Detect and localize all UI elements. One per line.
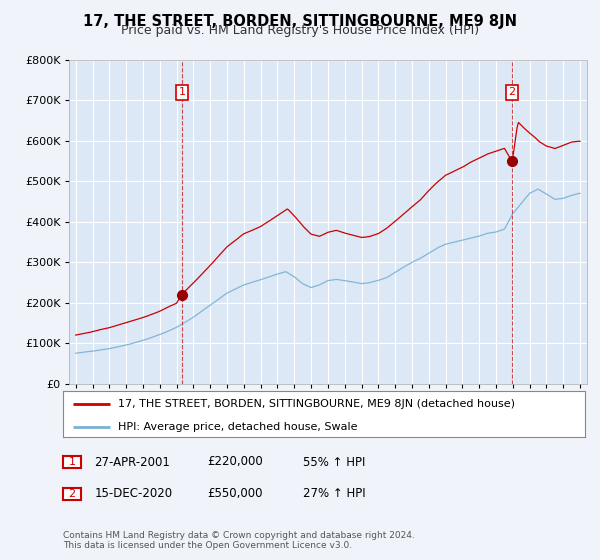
Text: 27% ↑ HPI: 27% ↑ HPI: [303, 487, 365, 501]
Text: 2: 2: [68, 489, 76, 499]
Text: 17, THE STREET, BORDEN, SITTINGBOURNE, ME9 8JN: 17, THE STREET, BORDEN, SITTINGBOURNE, M…: [83, 14, 517, 29]
Text: 27-APR-2001: 27-APR-2001: [94, 455, 170, 469]
Text: 1: 1: [68, 457, 76, 467]
Text: £550,000: £550,000: [207, 487, 263, 501]
Text: 1: 1: [178, 87, 185, 97]
Text: 55% ↑ HPI: 55% ↑ HPI: [303, 455, 365, 469]
Text: 2: 2: [509, 87, 516, 97]
Text: 17, THE STREET, BORDEN, SITTINGBOURNE, ME9 8JN (detached house): 17, THE STREET, BORDEN, SITTINGBOURNE, M…: [118, 399, 515, 409]
Text: 15-DEC-2020: 15-DEC-2020: [94, 487, 172, 501]
Text: Contains HM Land Registry data © Crown copyright and database right 2024.
This d: Contains HM Land Registry data © Crown c…: [63, 530, 415, 550]
Text: HPI: Average price, detached house, Swale: HPI: Average price, detached house, Swal…: [118, 422, 358, 432]
Text: £220,000: £220,000: [207, 455, 263, 469]
Text: Price paid vs. HM Land Registry's House Price Index (HPI): Price paid vs. HM Land Registry's House …: [121, 24, 479, 37]
